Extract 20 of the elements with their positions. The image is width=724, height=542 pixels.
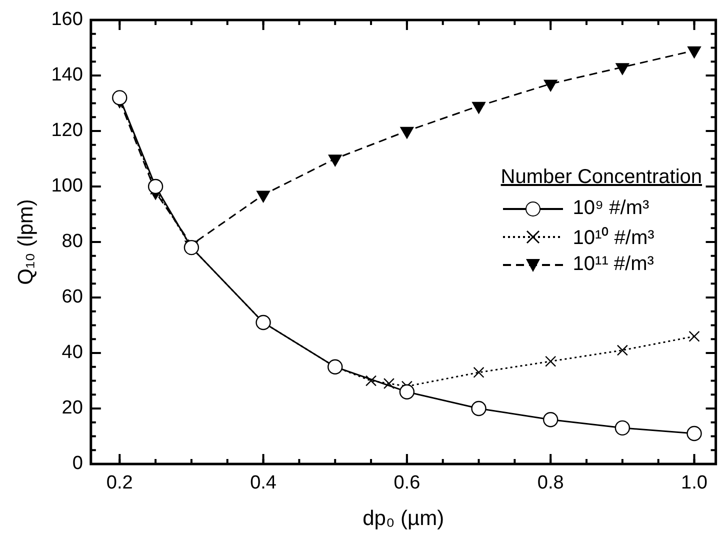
legend-label: 10¹¹ #/m³ — [572, 253, 654, 276]
legend-label: 10¹⁰ #/m³ — [572, 226, 654, 250]
y-tick-label: 80 — [62, 231, 83, 252]
legend-label: 10⁹ #/m³ — [572, 197, 650, 220]
y-axis-title: Q₁₀ (lpm) — [14, 199, 38, 285]
x-tick-label: 0.6 — [394, 472, 420, 494]
x-tick-label: 1.0 — [681, 472, 708, 494]
x-tick-label: 0.4 — [250, 472, 277, 494]
legend-title: Number Concentration — [500, 166, 702, 188]
x-tick-label: 0.8 — [537, 472, 564, 494]
y-tick-label: 100 — [51, 176, 83, 197]
y-tick-label: 0 — [72, 453, 83, 474]
y-tick-label: 40 — [62, 342, 83, 364]
y-tick-label: 140 — [51, 64, 83, 86]
x-tick-label: 0.2 — [106, 472, 133, 494]
y-tick-label: 160 — [51, 9, 83, 30]
y-tick-label: 20 — [62, 398, 83, 419]
y-tick-label: 60 — [62, 286, 83, 308]
y-tick-label: 120 — [51, 120, 83, 142]
x-axis-title: dp₀ (µm) — [362, 507, 444, 530]
